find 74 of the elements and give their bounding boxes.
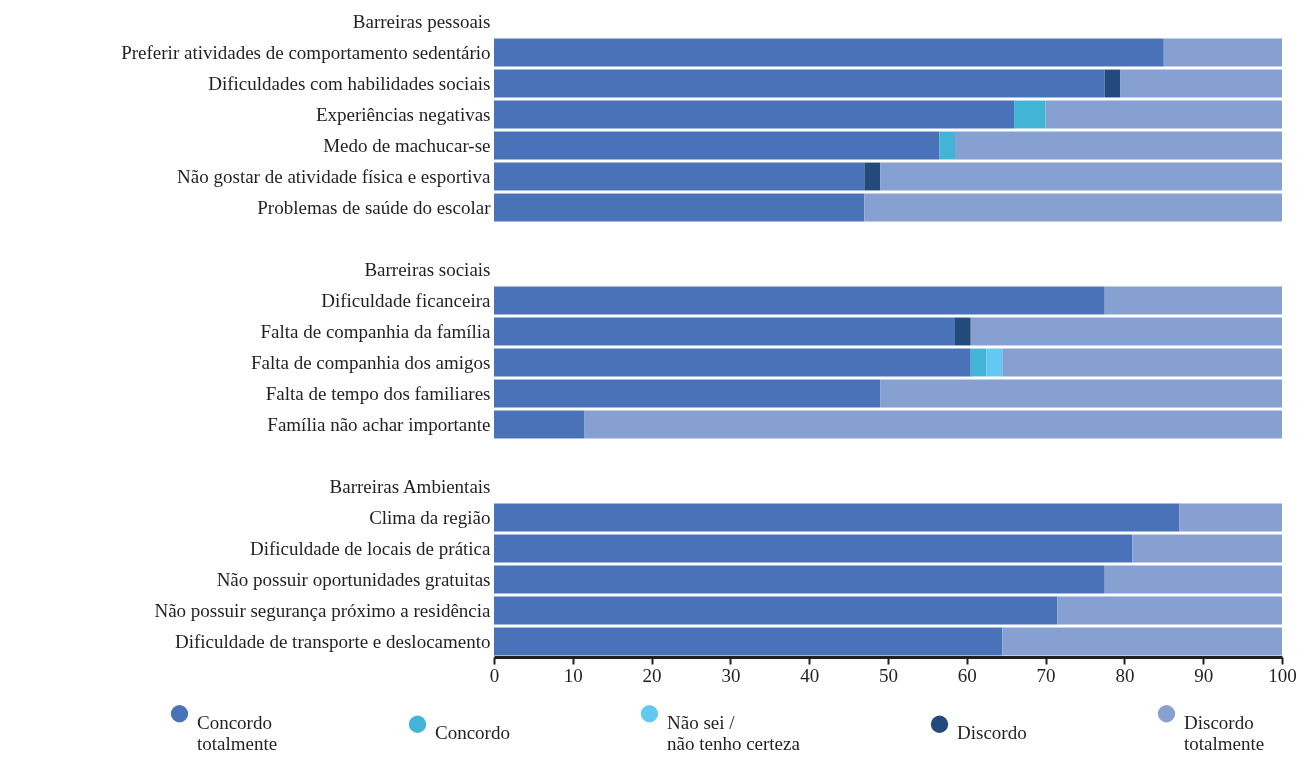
- x-tick-label: 100: [1268, 664, 1297, 686]
- bar: [1104, 69, 1121, 98]
- x-tick-label: 30: [721, 664, 741, 686]
- y-tick-label: Barreiras Ambientais: [329, 475, 491, 497]
- x-tick-label: 90: [1194, 664, 1214, 686]
- legend-label: Concordo: [435, 722, 510, 744]
- y-tick-label: Barreiras pessoais: [352, 10, 491, 32]
- bar: [1163, 38, 1282, 67]
- bar: [880, 379, 1282, 408]
- bar: [494, 162, 865, 191]
- bar: [1104, 565, 1282, 594]
- legend-label: Não sei / não tenho certeza: [667, 711, 801, 754]
- bar: [1057, 596, 1282, 625]
- y-tick-label: Experiências negativas: [315, 103, 491, 125]
- bar: [494, 627, 1003, 656]
- bar: [954, 317, 971, 346]
- x-tick-label: 50: [879, 664, 898, 686]
- bar: [494, 565, 1105, 594]
- bar: [494, 410, 585, 439]
- y-tick-label: Problemas de saúde do escolar: [257, 196, 492, 218]
- bar: [494, 534, 1133, 563]
- bar: [954, 131, 1282, 160]
- bar: [1104, 286, 1282, 315]
- bar: [494, 193, 865, 222]
- bar: [494, 596, 1058, 625]
- x-tick-label: 80: [1115, 664, 1135, 686]
- y-tick-label: Clima da região: [369, 506, 491, 528]
- y-tick-label: Família não achar importante: [267, 413, 491, 435]
- x-tick-label: 70: [1036, 664, 1056, 686]
- y-tick-label: Falta de tempo dos familiares: [265, 382, 491, 404]
- bar: [494, 38, 1164, 67]
- bar: [494, 503, 1180, 532]
- bar: [494, 69, 1105, 98]
- y-tick-label: Dificuldade de transporte e deslocamento: [175, 630, 491, 652]
- bar: [1002, 348, 1282, 377]
- y-tick-label: Falta de companhia da família: [260, 320, 492, 342]
- y-tick-label: Dificuldade de locais de prática: [249, 537, 492, 559]
- x-tick-label: 10: [563, 664, 583, 686]
- bar: [494, 286, 1105, 315]
- x-tick-label: 20: [642, 664, 662, 686]
- x-tick-label: 0: [489, 664, 500, 686]
- bar: [494, 348, 971, 377]
- bar: [986, 348, 1003, 377]
- y-tick-label: Dificuldade ficanceira: [321, 289, 492, 311]
- bar: [970, 317, 1282, 346]
- bar: [494, 379, 881, 408]
- x-tick-label: 60: [957, 664, 977, 686]
- bar: [1014, 100, 1046, 129]
- y-tick-label: Não possuir oportunidades gratuitas: [216, 568, 491, 590]
- bar: [494, 131, 940, 160]
- bar: [1045, 100, 1282, 129]
- bar: [864, 193, 1282, 222]
- y-tick-label: Medo de machucar-se: [323, 134, 491, 156]
- bar: [494, 317, 955, 346]
- bar: [1120, 69, 1282, 98]
- y-tick-label: Preferir atividades de comportamento sedentário: [121, 41, 491, 63]
- bar: [939, 131, 955, 160]
- legend-label: Discordo: [957, 722, 1027, 744]
- y-tick-label: Dificuldades com habilidades sociais: [208, 72, 491, 94]
- legend-label: Concordo totalmente: [197, 711, 278, 754]
- y-tick-label: Barreiras sociais: [364, 258, 491, 280]
- bar: [494, 100, 1015, 129]
- bar: [1179, 503, 1282, 532]
- y-tick-label: Falta de companhia dos amigos: [250, 351, 491, 373]
- legend-label: Discordo totalmente: [1184, 711, 1265, 754]
- y-tick-label: Não gostar de atividade física e esportiva: [177, 165, 492, 187]
- bar: [1002, 627, 1282, 656]
- bar: [1132, 534, 1282, 563]
- bar: [584, 410, 1282, 439]
- bar: [880, 162, 1282, 191]
- bar: [970, 348, 987, 377]
- y-tick-label: Não possuir segurança próximo a residência: [154, 599, 492, 621]
- bar: [864, 162, 881, 191]
- x-tick-label: 40: [800, 664, 820, 686]
